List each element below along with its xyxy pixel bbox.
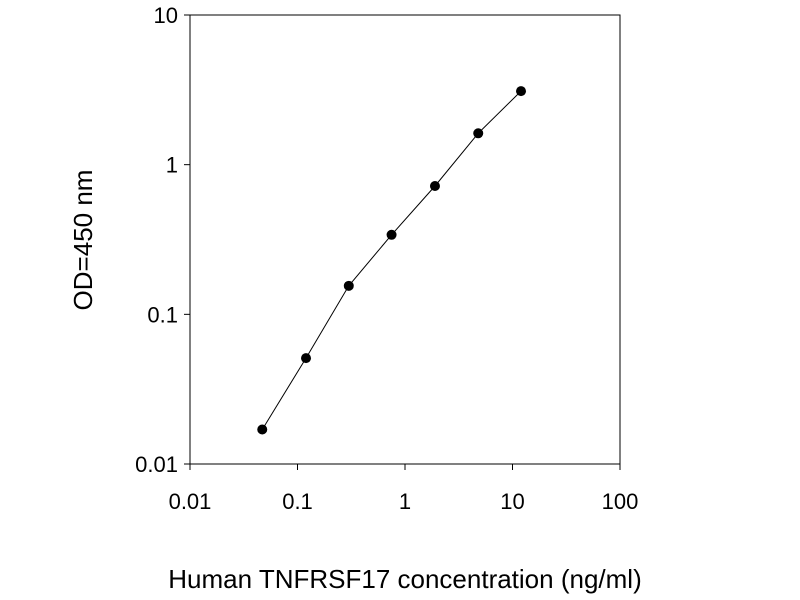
y-axis: 0.01 0.1 1 10 [135, 3, 190, 477]
x-tick-label: 0.1 [282, 489, 313, 514]
x-tick-label: 10 [500, 489, 524, 514]
y-tick-label: 0.01 [135, 452, 178, 477]
data-point [516, 86, 527, 97]
x-tick-label: 0.01 [169, 489, 212, 514]
data-point [301, 353, 312, 364]
x-tick-label: 100 [602, 489, 639, 514]
y-tick-label: 1 [166, 153, 178, 178]
y-axis-label: OD=450 nm [68, 170, 98, 311]
data-point [429, 181, 440, 192]
data-point [473, 128, 484, 139]
data-point [257, 424, 268, 435]
x-tick-label: 1 [399, 489, 411, 514]
series-line [261, 90, 522, 430]
data-point [343, 280, 354, 291]
x-axis: 0.01 0.1 1 10 100 [169, 464, 639, 514]
y-tick-label: 0.1 [147, 302, 178, 327]
data-point [386, 229, 397, 240]
plot-area-frame [189, 14, 621, 465]
series-points [257, 86, 527, 435]
x-axis-label: Human TNFRSF17 concentration (ng/ml) [168, 564, 641, 594]
y-tick-label: 10 [154, 3, 178, 28]
